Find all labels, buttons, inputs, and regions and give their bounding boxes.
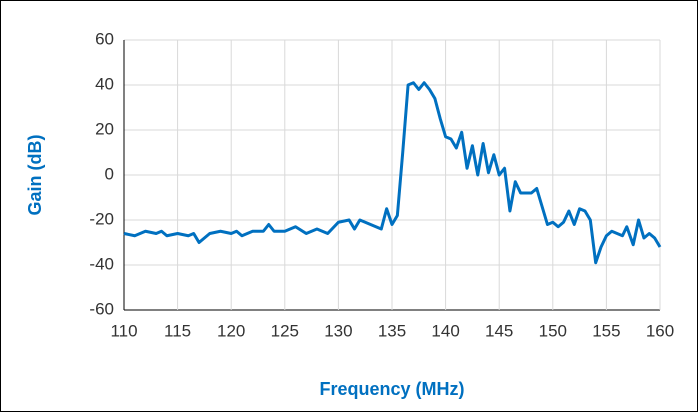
y-tick-label: 60 (95, 29, 114, 48)
x-tick-label: 160 (646, 321, 674, 340)
x-tick-label: 135 (378, 321, 406, 340)
x-tick-label: 125 (271, 321, 299, 340)
y-tick-label: 20 (95, 119, 114, 138)
x-tick-label: 150 (539, 321, 567, 340)
x-tick-label: 120 (217, 321, 245, 340)
x-tick-label: 110 (110, 321, 137, 340)
y-tick-label: -40 (89, 254, 114, 273)
x-tick-label: 145 (485, 321, 513, 340)
x-tick-label: 155 (592, 321, 620, 340)
data-line (123, 81, 662, 265)
y-tick-label: 40 (95, 74, 114, 93)
x-axis-title: Frequency (MHz) (319, 379, 464, 399)
x-tick-label: 140 (431, 321, 459, 340)
y-tick-label: -20 (89, 209, 114, 228)
y-axis-title: Gain (dB) (25, 135, 45, 216)
y-tick-label: 0 (105, 164, 114, 183)
x-tick-label: 130 (324, 321, 352, 340)
y-tick-label: -60 (89, 299, 114, 318)
x-tick-label: 115 (164, 321, 191, 340)
